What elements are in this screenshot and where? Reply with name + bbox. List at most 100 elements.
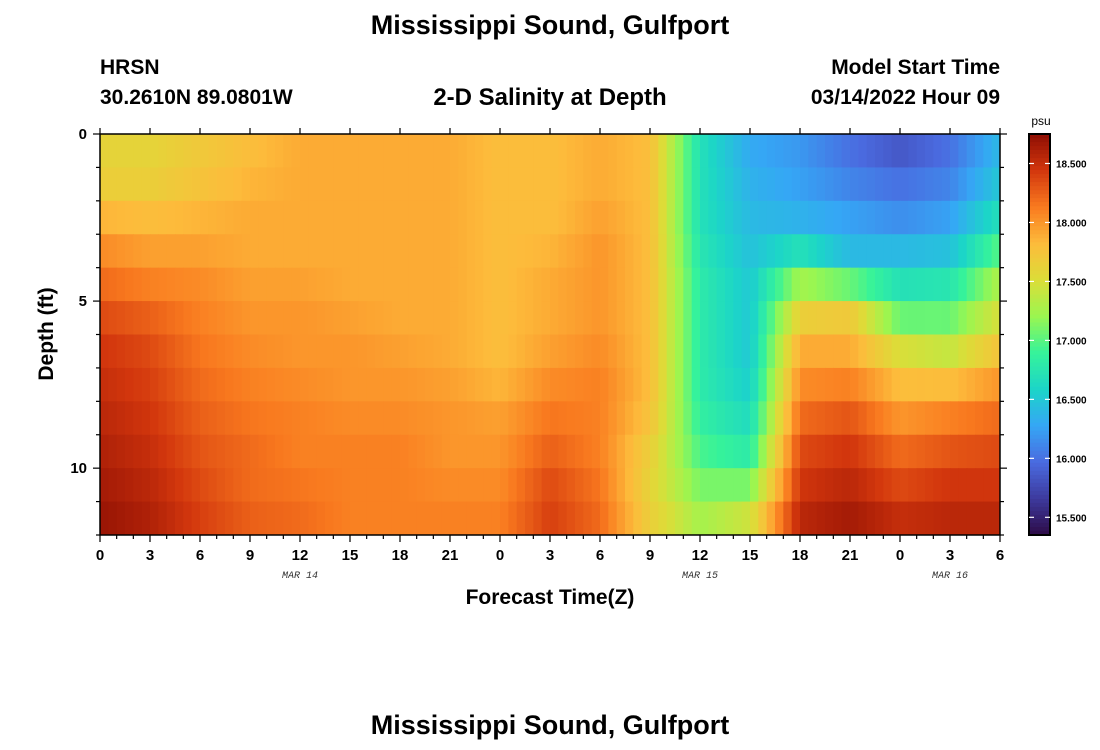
- heatmap-cell: [650, 267, 659, 302]
- station-coords: 30.2610N 89.0801W: [100, 86, 293, 109]
- heatmap-cell: [583, 434, 593, 469]
- heatmap-cell: [816, 134, 826, 169]
- heatmap-cell: [316, 367, 326, 402]
- heatmap-cell: [350, 367, 359, 402]
- heatmap-cell: [841, 134, 851, 169]
- heatmap-cell: [208, 200, 218, 235]
- colorbar-segment: [1029, 174, 1050, 179]
- heatmap-cell: [108, 134, 118, 169]
- colorbar-segment: [1029, 518, 1050, 524]
- x-tick-label: 3: [946, 547, 954, 564]
- heatmap-cell: [575, 134, 584, 169]
- heatmap-cell: [408, 401, 418, 436]
- heatmap-cell: [666, 367, 676, 402]
- heatmap-cell: [566, 334, 576, 369]
- heatmap-cell: [416, 267, 426, 302]
- heatmap-cell: [725, 468, 734, 503]
- heatmap-cell: [183, 468, 193, 503]
- heatmap-cell: [650, 401, 659, 436]
- heatmap-cell: [383, 367, 393, 402]
- heatmap-cell: [333, 501, 343, 535]
- colorbar-segment: [1029, 290, 1050, 295]
- heatmap-cell: [583, 134, 593, 169]
- colorbar-segment: [1029, 262, 1050, 267]
- heatmap-cell: [841, 267, 851, 302]
- heatmap-cell: [766, 401, 776, 436]
- heatmap-cell: [150, 434, 159, 469]
- heatmap-cell: [800, 401, 809, 436]
- heatmap-cell: [116, 468, 126, 503]
- heatmap-cell: [541, 234, 551, 269]
- heatmap-cell: [225, 367, 234, 402]
- heatmap-cell: [375, 468, 384, 503]
- colorbar-segment: [1029, 246, 1050, 251]
- heatmap-cell: [833, 167, 843, 202]
- heatmap-cell: [800, 334, 809, 369]
- heatmap-cell: [616, 134, 626, 169]
- heatmap-cell: [791, 334, 801, 369]
- heatmap-cell: [783, 501, 793, 535]
- heatmap-cell: [133, 267, 143, 302]
- heatmap-cell: [283, 234, 293, 269]
- heatmap-cell: [258, 334, 268, 369]
- heatmap-cell: [991, 134, 1000, 169]
- heatmap-cell: [141, 501, 151, 535]
- heatmap-cell: [916, 468, 926, 503]
- heatmap-cell: [333, 234, 343, 269]
- heatmap-cell: [316, 134, 326, 169]
- heatmap-cell: [933, 501, 943, 535]
- heatmap-cell: [525, 367, 534, 402]
- heatmap-cell: [900, 134, 909, 169]
- x-date-label: MAR 15: [682, 571, 718, 582]
- heatmap-cell: [508, 434, 518, 469]
- heatmap-cell: [525, 334, 534, 369]
- heatmap-cell: [166, 468, 176, 503]
- heatmap-cell: [975, 200, 984, 235]
- heatmap-cell: [875, 334, 884, 369]
- heatmap-cell: [891, 301, 901, 336]
- heatmap-cell: [641, 267, 651, 302]
- heatmap-cell: [416, 334, 426, 369]
- heatmap-cell: [158, 167, 168, 202]
- colorbar-segment: [1029, 318, 1050, 324]
- heatmap-cell: [233, 134, 243, 169]
- heatmap-cell: [500, 167, 509, 202]
- heatmap-cell: [191, 367, 201, 402]
- heatmap-cell: [608, 134, 618, 169]
- heatmap-cell: [766, 267, 776, 302]
- heatmap-cell: [400, 501, 409, 535]
- heatmap-cell: [225, 267, 234, 302]
- heatmap-cell: [350, 334, 359, 369]
- heatmap-cell: [908, 401, 918, 436]
- heatmap-cell: [716, 234, 726, 269]
- colorbar-segment: [1029, 470, 1050, 476]
- heatmap-cell: [616, 234, 626, 269]
- heatmap-cell: [566, 434, 576, 469]
- heatmap-cell: [308, 234, 318, 269]
- heatmap-cell: [683, 468, 693, 503]
- heatmap-cell: [400, 134, 409, 169]
- heatmap-cell: [316, 200, 326, 235]
- heatmap-cell: [708, 167, 718, 202]
- heatmap-cell: [491, 434, 501, 469]
- heatmap-cell: [500, 267, 509, 302]
- heatmap-cell: [816, 301, 826, 336]
- heatmap-cell: [675, 434, 684, 469]
- heatmap-cell: [125, 134, 134, 169]
- colorbar-segment: [1029, 138, 1050, 143]
- heatmap-cell: [600, 434, 609, 469]
- heatmap-cell: [633, 334, 643, 369]
- heatmap-cell: [516, 501, 526, 535]
- heatmap-cell: [250, 367, 259, 402]
- heatmap-cell: [758, 301, 768, 336]
- heatmap-cell: [416, 301, 426, 336]
- colorbar-segment: [1029, 450, 1050, 456]
- heatmap-cell: [683, 200, 693, 235]
- heatmap-cell: [208, 234, 218, 269]
- heatmap-cell: [133, 501, 143, 535]
- heatmap-cell: [758, 501, 768, 535]
- x-tick-label: 0: [96, 547, 104, 564]
- heatmap-cell: [575, 367, 584, 402]
- heatmap-cell: [458, 401, 468, 436]
- heatmap-cell: [516, 167, 526, 202]
